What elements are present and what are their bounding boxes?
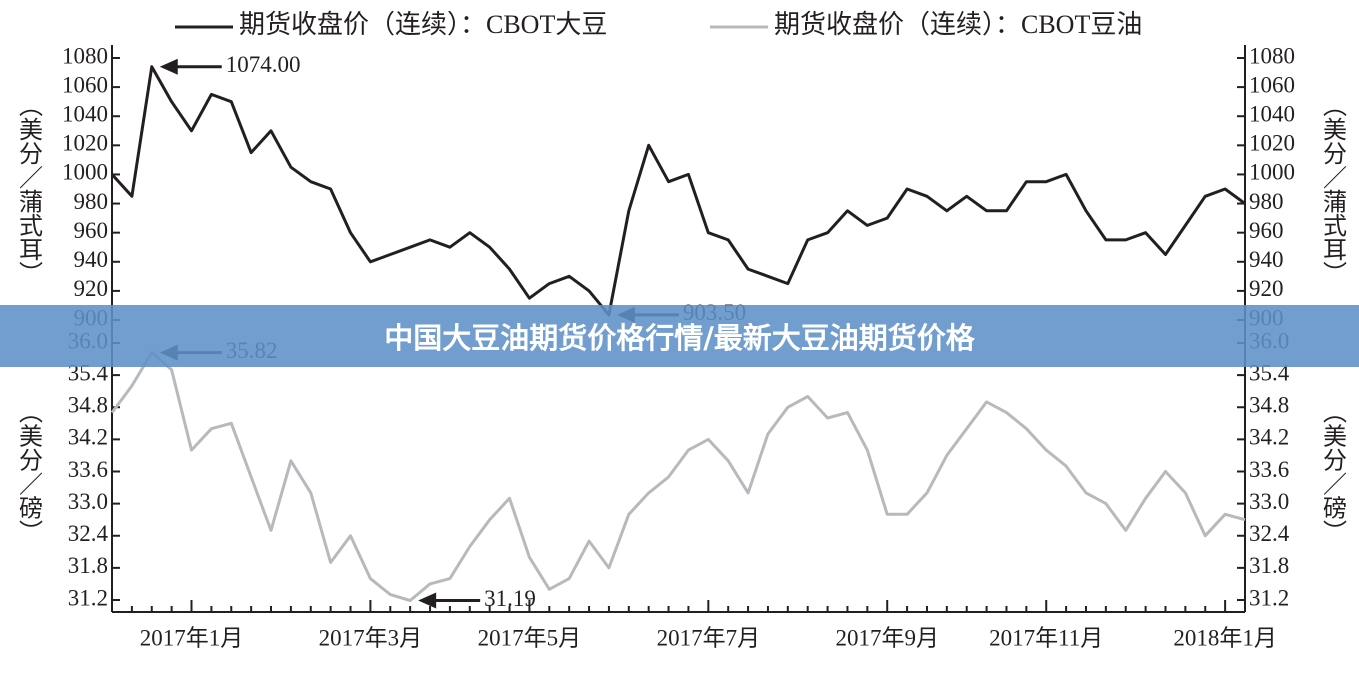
x-tick-label: 2017年3月 bbox=[319, 625, 423, 650]
y-tick-label: 940 bbox=[74, 247, 109, 272]
x-tick-label: 2017年7月 bbox=[657, 625, 761, 650]
y-tick-label: 980 bbox=[74, 189, 109, 214]
y-tick-label: 33.6 bbox=[68, 457, 108, 482]
y2-tick-label: 33.6 bbox=[1249, 457, 1289, 482]
y2-tick-label: 34.8 bbox=[1249, 393, 1289, 418]
y-tick-label: 33.0 bbox=[68, 489, 108, 514]
y2-tick-label: 32.4 bbox=[1249, 521, 1290, 546]
y-axis-label: （美分／磅） bbox=[14, 400, 42, 544]
x-tick-label: 2017年9月 bbox=[835, 625, 939, 650]
y2-tick-label: 920 bbox=[1249, 276, 1284, 301]
x-tick-label: 2017年1月 bbox=[140, 625, 244, 650]
y2-tick-label: 1080 bbox=[1249, 43, 1295, 68]
y2-tick-label: 960 bbox=[1249, 218, 1284, 243]
y-tick-label: 1040 bbox=[62, 102, 108, 127]
y-tick-label: 32.4 bbox=[68, 521, 109, 546]
y2-tick-label: 1060 bbox=[1249, 72, 1295, 97]
legend-label: 期货收盘价（连续）：CBOT豆油 bbox=[774, 10, 1142, 39]
y2-axis-label: （美分／磅） bbox=[1318, 400, 1346, 544]
line-series bbox=[110, 65, 1246, 317]
y-tick-label: 1020 bbox=[62, 131, 108, 156]
y2-tick-label: 940 bbox=[1249, 247, 1284, 272]
y-tick-label: 31.2 bbox=[68, 585, 108, 610]
x-tick-label: 2017年5月 bbox=[478, 625, 582, 650]
y2-tick-label: 31.2 bbox=[1249, 585, 1289, 610]
y-axis-label: （美分／蒲式耳） bbox=[14, 93, 42, 285]
x-tick-label: 2017年11月 bbox=[989, 625, 1103, 650]
y-tick-label: 1080 bbox=[62, 43, 108, 68]
y-tick-label: 1000 bbox=[62, 160, 108, 185]
y2-tick-label: 980 bbox=[1249, 189, 1284, 214]
y-tick-label: 34.8 bbox=[68, 393, 108, 418]
y-tick-label: 34.2 bbox=[68, 425, 108, 450]
y2-tick-label: 1000 bbox=[1249, 160, 1295, 185]
y2-tick-label: 33.0 bbox=[1249, 489, 1289, 514]
banner: 中国大豆油期货价格行情/最新大豆油期货价格 bbox=[0, 305, 1359, 367]
y2-tick-label: 1040 bbox=[1249, 102, 1295, 127]
y-tick-label: 1060 bbox=[62, 72, 108, 97]
y2-tick-label: 34.2 bbox=[1249, 425, 1289, 450]
y-tick-label: 960 bbox=[74, 218, 109, 243]
line-series bbox=[110, 351, 1246, 602]
y2-tick-label: 31.8 bbox=[1249, 553, 1289, 578]
y2-tick-label: 1020 bbox=[1249, 131, 1295, 156]
annotation-arrowhead bbox=[418, 592, 437, 609]
legend-label: 期货收盘价（连续）：CBOT大豆 bbox=[239, 10, 607, 39]
y2-axis-label: （美分／蒲式耳） bbox=[1318, 93, 1346, 285]
y-tick-label: 31.8 bbox=[68, 553, 108, 578]
x-tick-label: 2018年1月 bbox=[1173, 625, 1277, 650]
y-tick-label: 920 bbox=[74, 276, 109, 301]
annotation-arrowhead bbox=[159, 58, 178, 75]
annotation: 1074.00 bbox=[226, 52, 301, 77]
